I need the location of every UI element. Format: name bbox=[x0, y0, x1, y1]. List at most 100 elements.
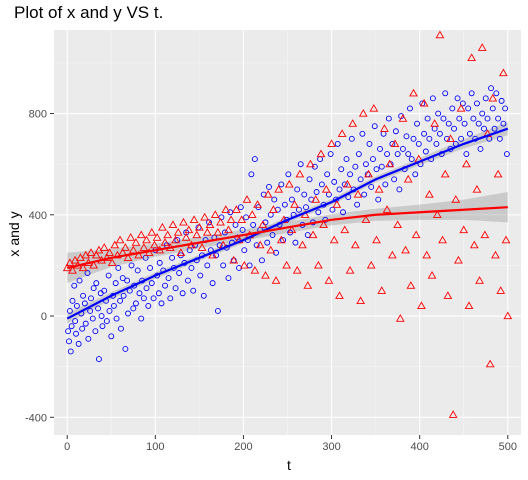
data-point bbox=[306, 176, 313, 183]
data-point bbox=[147, 227, 157, 236]
data-point bbox=[371, 123, 378, 130]
data-point bbox=[200, 212, 210, 221]
data-point bbox=[419, 98, 429, 107]
data-point bbox=[329, 206, 336, 213]
data-point bbox=[451, 125, 457, 132]
data-point bbox=[264, 239, 271, 246]
trend-lines bbox=[66, 127, 509, 320]
data-point bbox=[237, 215, 247, 223]
x-axis: 0 100 200 300 400 500 bbox=[64, 435, 517, 453]
data-point bbox=[103, 318, 110, 325]
data-point bbox=[347, 171, 354, 178]
data-point bbox=[405, 151, 412, 157]
data-point bbox=[464, 301, 474, 310]
data-point bbox=[192, 230, 202, 239]
data-point bbox=[107, 258, 117, 267]
data-point bbox=[89, 260, 99, 269]
data-point bbox=[458, 135, 465, 142]
data-point bbox=[216, 217, 225, 226]
data-point bbox=[271, 276, 281, 284]
data-point bbox=[298, 240, 307, 249]
data-point bbox=[239, 260, 249, 269]
data-point bbox=[304, 232, 311, 238]
data-point bbox=[472, 184, 482, 193]
data-point bbox=[78, 263, 88, 272]
data-point bbox=[150, 240, 159, 249]
data-point bbox=[274, 184, 284, 193]
data-point bbox=[92, 328, 99, 335]
data-point bbox=[319, 220, 329, 229]
y-tick-label: 800 bbox=[29, 109, 47, 121]
data-point bbox=[123, 253, 133, 261]
data-point bbox=[85, 335, 92, 342]
data-point bbox=[197, 243, 207, 251]
data-point bbox=[391, 176, 398, 183]
data-point bbox=[172, 285, 179, 292]
data-point bbox=[95, 305, 102, 312]
data-point bbox=[493, 90, 500, 97]
data-point bbox=[392, 128, 399, 135]
data-point bbox=[436, 130, 443, 137]
trend-line bbox=[66, 127, 509, 320]
data-point bbox=[247, 210, 257, 218]
data-point bbox=[440, 115, 447, 122]
data-point bbox=[394, 151, 401, 157]
data-point bbox=[357, 176, 364, 183]
data-point bbox=[422, 148, 429, 155]
data-point bbox=[491, 125, 498, 132]
data-point bbox=[263, 190, 273, 198]
data-point bbox=[250, 221, 257, 228]
data-point bbox=[145, 302, 152, 309]
data-point bbox=[232, 205, 241, 213]
data-point bbox=[329, 235, 339, 244]
data-point bbox=[501, 235, 511, 244]
data-point bbox=[210, 210, 220, 218]
data-point bbox=[375, 196, 382, 203]
data-point bbox=[278, 181, 285, 188]
data-point bbox=[176, 270, 183, 276]
data-point bbox=[131, 238, 141, 246]
data-point bbox=[195, 222, 204, 231]
data-point bbox=[485, 359, 495, 368]
data-point bbox=[276, 235, 286, 244]
data-point bbox=[93, 280, 100, 287]
minor-gridlines bbox=[54, 30, 521, 435]
data-point bbox=[435, 110, 442, 117]
data-point bbox=[377, 146, 383, 152]
data-point bbox=[308, 230, 318, 239]
data-point bbox=[206, 219, 213, 226]
data-point bbox=[303, 281, 313, 289]
data-point bbox=[261, 271, 270, 279]
data-point bbox=[411, 230, 421, 239]
x-tick-label: 200 bbox=[234, 441, 252, 453]
data-point bbox=[467, 53, 477, 61]
data-point bbox=[361, 191, 368, 198]
data-point bbox=[66, 308, 73, 314]
data-point bbox=[470, 115, 477, 122]
data-point bbox=[124, 277, 131, 284]
data-point bbox=[73, 330, 79, 337]
data-point bbox=[75, 340, 82, 347]
data-point bbox=[248, 171, 255, 178]
data-point bbox=[120, 243, 130, 251]
data-point bbox=[139, 243, 149, 251]
data-point bbox=[414, 120, 420, 127]
data-point bbox=[373, 166, 380, 173]
data-point bbox=[136, 290, 143, 297]
data-point bbox=[498, 97, 505, 104]
data-point bbox=[99, 243, 109, 251]
confidence-band bbox=[67, 192, 508, 284]
data-point bbox=[202, 227, 212, 236]
data-point bbox=[69, 297, 76, 304]
trend-line bbox=[66, 206, 508, 270]
data-point bbox=[361, 215, 371, 223]
data-point bbox=[495, 115, 502, 122]
data-point bbox=[128, 262, 135, 269]
x-tick-label: 0 bbox=[64, 441, 70, 453]
data-point bbox=[398, 114, 408, 122]
data-point bbox=[427, 271, 437, 279]
data-point bbox=[297, 161, 304, 168]
data-point bbox=[469, 240, 479, 249]
data-point bbox=[399, 146, 406, 152]
data-point bbox=[213, 227, 223, 236]
